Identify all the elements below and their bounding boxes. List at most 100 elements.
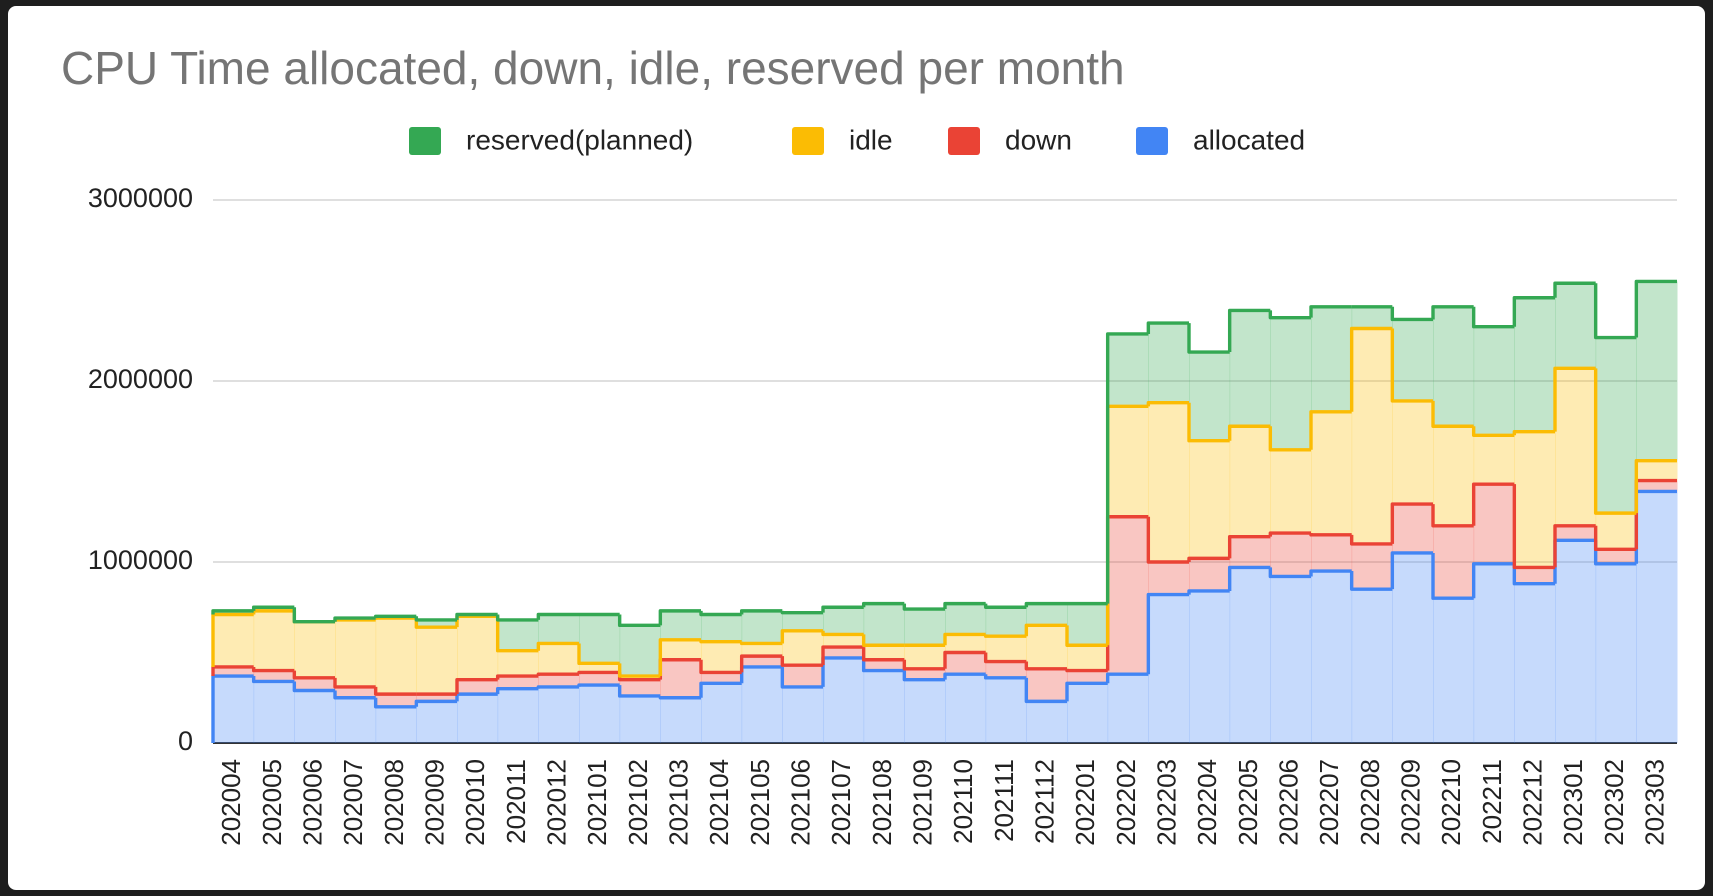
area-step bbox=[213, 610, 255, 615]
step-line bbox=[1024, 661, 1067, 671]
y-tick-label: 0 bbox=[178, 726, 193, 756]
step-line bbox=[536, 641, 579, 651]
area-step bbox=[985, 607, 1027, 637]
area-step bbox=[253, 681, 295, 743]
area-step bbox=[1555, 368, 1597, 526]
area-step bbox=[701, 641, 743, 673]
step-line bbox=[1553, 281, 1596, 298]
step-line bbox=[414, 616, 457, 622]
area-step bbox=[1514, 567, 1556, 584]
area-step bbox=[213, 676, 255, 743]
step-line bbox=[414, 699, 457, 707]
area-step bbox=[904, 645, 946, 669]
step-line bbox=[373, 697, 417, 709]
area-step bbox=[741, 656, 783, 667]
step-line bbox=[943, 601, 986, 610]
step-line bbox=[983, 652, 1027, 664]
area-step bbox=[823, 657, 865, 743]
area-step bbox=[1392, 552, 1434, 743]
step-line bbox=[577, 683, 620, 687]
legend-label: reserved(planned) bbox=[466, 124, 693, 155]
step-line bbox=[1146, 401, 1189, 407]
x-tick-label: 202205 bbox=[1233, 759, 1263, 846]
area-step bbox=[1026, 603, 1068, 626]
step-line bbox=[943, 650, 986, 669]
step-line bbox=[495, 616, 539, 653]
x-tick-label: 202012 bbox=[542, 759, 572, 846]
area-step bbox=[1026, 668, 1068, 702]
area-step bbox=[1270, 317, 1312, 450]
step-line bbox=[1268, 531, 1311, 537]
area-step bbox=[1595, 563, 1637, 743]
x-tick-label: 202203 bbox=[1152, 759, 1182, 846]
step-line bbox=[1349, 326, 1393, 412]
x-tick-label: 202101 bbox=[582, 759, 612, 846]
chart-title: CPU Time allocated, down, idle, reserved… bbox=[61, 42, 1125, 94]
x-tick-label: 202301 bbox=[1558, 759, 1588, 846]
area-step bbox=[1148, 594, 1190, 743]
x-tick-label: 202201 bbox=[1070, 759, 1100, 846]
area-step bbox=[985, 661, 1027, 678]
area-step bbox=[619, 679, 661, 696]
x-tick-label: 202211 bbox=[1477, 759, 1507, 844]
step-line bbox=[1390, 551, 1433, 590]
area-step bbox=[701, 683, 743, 743]
x-tick-label: 202106 bbox=[786, 759, 816, 846]
area-step bbox=[1555, 540, 1597, 743]
area-step bbox=[985, 677, 1027, 743]
area-step bbox=[1067, 683, 1109, 743]
step-line bbox=[780, 610, 823, 615]
area-step bbox=[1270, 533, 1312, 577]
step-line bbox=[943, 672, 986, 680]
step-line bbox=[251, 605, 295, 611]
step-line bbox=[1024, 677, 1067, 704]
step-line bbox=[536, 685, 579, 689]
step-line bbox=[1187, 402, 1230, 443]
area-step bbox=[1067, 645, 1109, 671]
x-tick-label: 202009 bbox=[420, 759, 450, 846]
legend-swatch bbox=[792, 127, 824, 155]
step-line bbox=[1065, 668, 1108, 673]
step-line bbox=[1227, 424, 1271, 441]
step-line bbox=[1187, 323, 1230, 354]
area-step bbox=[1351, 328, 1393, 544]
step-line bbox=[1146, 516, 1189, 564]
step-line bbox=[1553, 524, 1596, 568]
x-tick-label: 202006 bbox=[298, 759, 328, 846]
x-tick-label: 202102 bbox=[623, 759, 653, 846]
step-line bbox=[333, 616, 376, 622]
area-step bbox=[1636, 491, 1678, 743]
area-step bbox=[1229, 426, 1271, 537]
x-tick-label: 202206 bbox=[1274, 759, 1304, 846]
area-step bbox=[538, 643, 580, 675]
step-line bbox=[699, 659, 742, 675]
area-step bbox=[741, 666, 783, 743]
x-tick-label: 202005 bbox=[257, 759, 287, 846]
step-line bbox=[1065, 625, 1108, 647]
area-step bbox=[619, 676, 661, 680]
step-line bbox=[292, 681, 335, 693]
step-line bbox=[495, 674, 539, 680]
y-tick-label: 3000000 bbox=[88, 183, 193, 213]
area-step bbox=[904, 679, 946, 743]
area-step bbox=[1351, 589, 1393, 743]
area-step bbox=[1595, 337, 1637, 514]
area-step bbox=[538, 686, 580, 743]
step-line bbox=[1024, 623, 1067, 637]
step-line bbox=[658, 609, 701, 626]
area-step bbox=[1229, 536, 1271, 568]
step-line bbox=[1471, 306, 1515, 329]
x-tick-label: 202008 bbox=[379, 759, 409, 846]
step-line bbox=[617, 685, 661, 698]
step-line bbox=[861, 601, 905, 608]
area-step bbox=[294, 677, 336, 691]
step-line bbox=[373, 686, 417, 696]
step-line bbox=[333, 677, 376, 689]
step-line bbox=[780, 629, 823, 644]
step-line bbox=[292, 607, 335, 624]
step-line bbox=[1024, 601, 1067, 608]
area-step bbox=[375, 706, 417, 743]
legend-swatch bbox=[409, 127, 441, 155]
step-line bbox=[495, 614, 539, 622]
